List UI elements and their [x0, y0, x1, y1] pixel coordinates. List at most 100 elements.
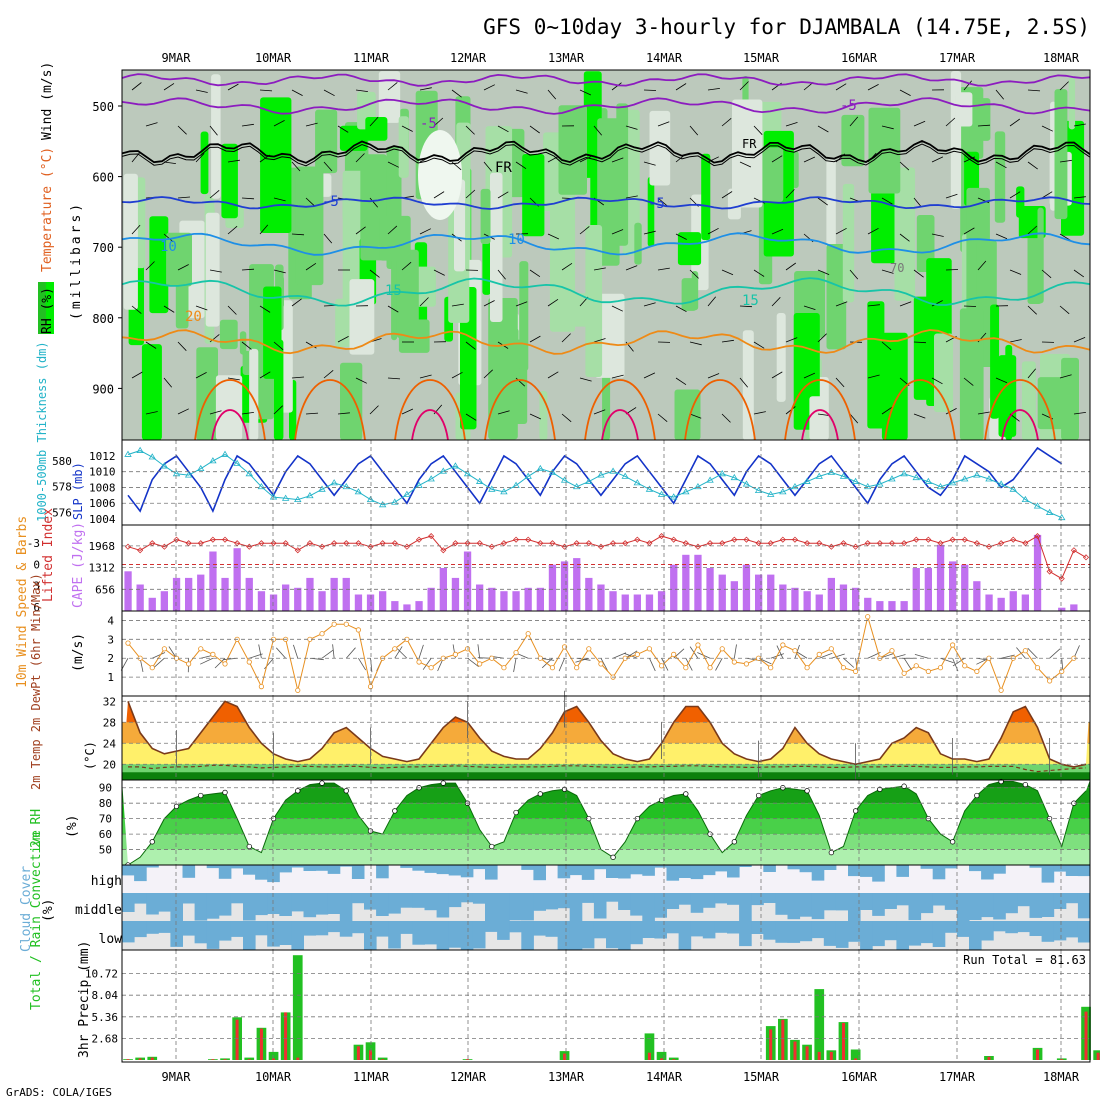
cloud-cover-bar [291, 893, 304, 912]
wind-barb [561, 262, 573, 271]
cloud-cover-bar [472, 865, 486, 870]
cloud-cover-bar [1053, 865, 1067, 872]
wind-barb [305, 122, 318, 127]
cloud-cover-bar [376, 893, 389, 916]
wind-barb [291, 376, 305, 379]
precip-convective-bar [223, 1059, 227, 1060]
wind-barb [913, 120, 926, 127]
lifted-index-point [209, 536, 216, 543]
cloud-cover-bar [1077, 921, 1091, 943]
cloud-cover-bar [448, 865, 462, 876]
thickness-point [439, 467, 447, 474]
cloud-cover-bar [666, 893, 680, 909]
cloud-cover-bar [884, 893, 897, 909]
cloud-cover-bar [460, 865, 474, 878]
cloud-cover-bar [267, 865, 280, 883]
rh-patch [166, 232, 192, 287]
wind-barb [497, 269, 506, 280]
cloud-cover-bar [303, 921, 317, 936]
cape-bar [657, 591, 666, 611]
wind-barb [547, 371, 559, 379]
rh-mask [122, 780, 1090, 865]
bottom-date-label: 17MAR [939, 1070, 976, 1084]
temperature-contour [294, 379, 366, 441]
cape-bar [476, 584, 484, 611]
wind-barb [675, 377, 687, 386]
cape-bar [864, 597, 872, 611]
contour-label: 10 [508, 232, 525, 248]
thickness-point [888, 475, 896, 482]
wind-barb [561, 333, 571, 343]
pressure-tick-label: 700 [92, 241, 114, 255]
cape-bar [779, 584, 787, 611]
rh-point [440, 780, 446, 786]
wind-speed-point [1034, 665, 1041, 671]
cape-bar [791, 587, 799, 611]
cloud-cover-bar [146, 865, 159, 868]
wind-barb [419, 87, 432, 91]
wind-barb [195, 372, 207, 379]
cloud-cover-bar [872, 921, 885, 947]
cloud-cover-bar [666, 921, 680, 934]
wind-barb [931, 300, 943, 307]
cape-bar [415, 601, 423, 611]
thickness-point [767, 490, 775, 497]
wind-speed-point [962, 663, 968, 669]
wind-barb [657, 413, 668, 423]
cloud-cover-bar [230, 893, 244, 904]
wind-barb [803, 305, 816, 310]
wind-barb [337, 336, 349, 343]
wind-barb [899, 89, 911, 96]
contour-label: -5 [420, 116, 437, 132]
thickness-point [172, 470, 181, 477]
lifted-index-point [221, 536, 229, 543]
slp-tick-label: 1006 [89, 497, 116, 510]
thickness-point [985, 475, 993, 482]
wind-barb [153, 657, 165, 668]
wind-barb [611, 82, 622, 91]
contour-label: -5 [648, 196, 665, 212]
wind-speed-point [355, 627, 362, 633]
wind-barb [291, 161, 301, 172]
lifted-index-point [464, 540, 471, 547]
wind-barb [323, 369, 334, 379]
wind-barb [785, 189, 795, 199]
wind-barb [529, 413, 542, 420]
cloud-cover-bar [182, 921, 196, 936]
wind-barb [401, 125, 413, 132]
wind-barb [721, 117, 732, 127]
cape-bar [573, 558, 581, 611]
cloud-axis-label: Cloud Cover [19, 866, 34, 952]
thickness-point [281, 494, 290, 501]
wind-barb [771, 228, 784, 235]
wind-barb [1027, 225, 1038, 235]
cape-bar [876, 601, 884, 611]
cloud-cover-bar [315, 893, 329, 915]
rh-band [122, 849, 1090, 865]
pressure-tick-label: 900 [92, 382, 114, 396]
temperature-contour [121, 73, 1091, 87]
wind-barb [707, 88, 720, 91]
wind-barb [433, 117, 444, 127]
lifted-index-point [682, 540, 689, 547]
contour-label: FR [495, 160, 512, 176]
top-date-label: 18MAR [1043, 51, 1080, 65]
pressure-tick-label: 600 [92, 171, 114, 185]
thickness-point [706, 476, 714, 483]
wind-barb [273, 269, 286, 274]
cloud-cover-bar [981, 921, 994, 941]
wind-barb [209, 334, 220, 343]
cloud-cover-bar [944, 893, 958, 910]
wind-barb [817, 413, 830, 416]
cape-bar [755, 574, 763, 611]
thickness-point [342, 482, 350, 490]
rh-patch [959, 308, 984, 440]
wind-speed-point [913, 663, 919, 669]
wind-barb [1041, 269, 1052, 279]
cape-bar [888, 601, 896, 611]
cape-bar [1070, 604, 1078, 611]
wind-barb [817, 333, 827, 343]
cloud-cover-bar [533, 893, 546, 911]
wind-barb [497, 191, 509, 199]
